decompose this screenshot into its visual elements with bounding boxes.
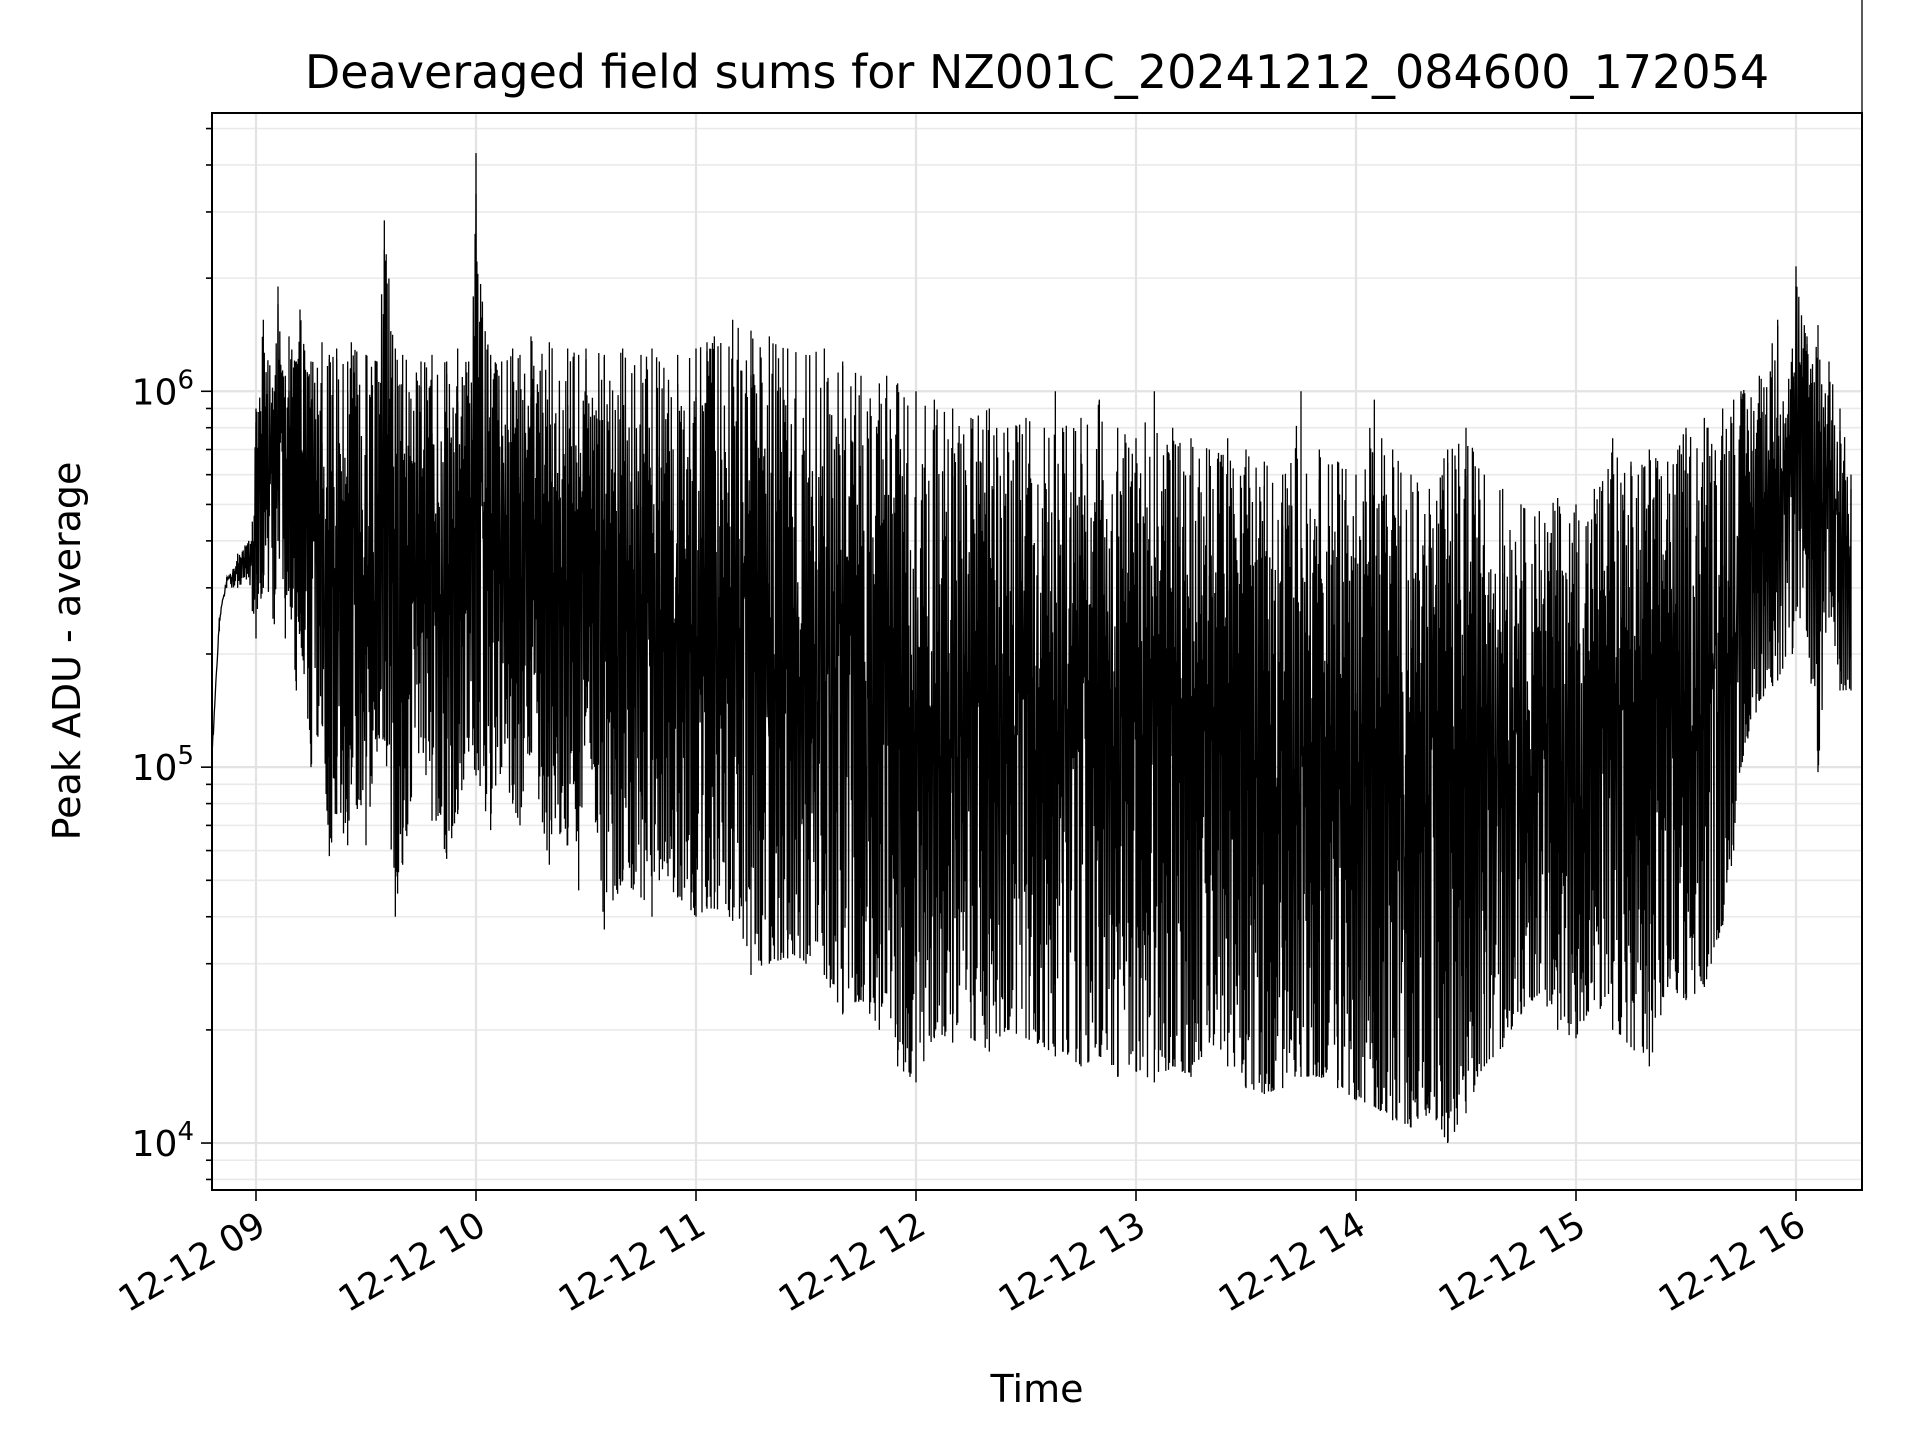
y-tick-label: 104 (132, 1117, 194, 1165)
y-axis-label: Peak ADU - average (45, 462, 89, 841)
chart-title: Deaveraged field sums for NZ001C_2024121… (305, 45, 1769, 99)
x-axis-label: Time (990, 1367, 1084, 1411)
series-line (211, 193, 1852, 1142)
plot-frame (211, 112, 1863, 1191)
y-tick-label: 106 (132, 365, 194, 413)
y-axis-tick-labels: 104 105 106 (132, 365, 194, 1165)
y-tick-label: 105 (132, 741, 194, 789)
plot-area (211, 0, 1863, 1144)
